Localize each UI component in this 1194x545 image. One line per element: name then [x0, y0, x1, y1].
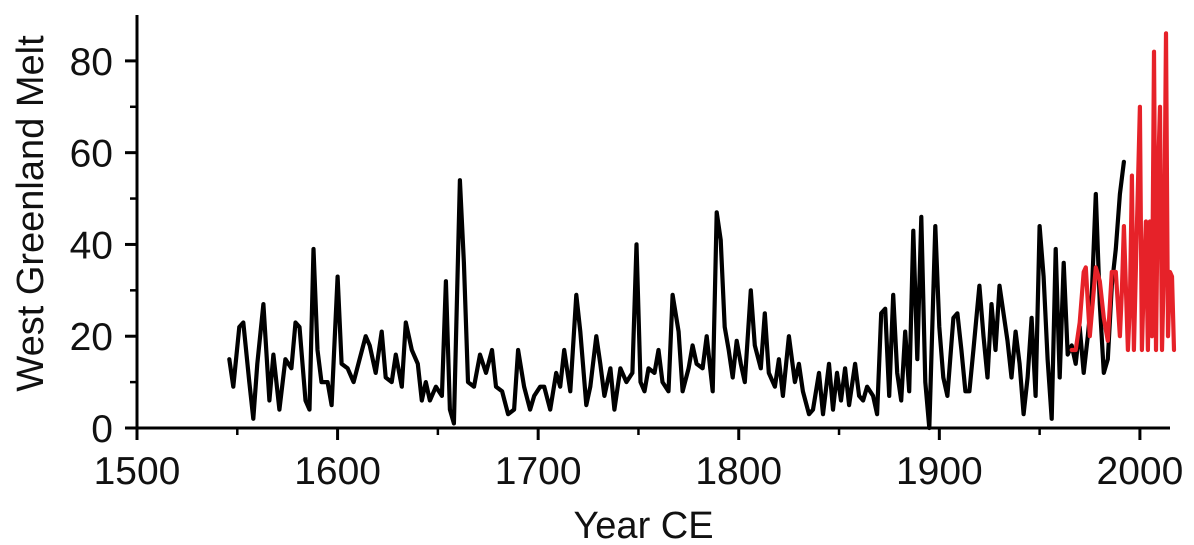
y-tick-label-20: 20: [70, 316, 113, 359]
x-tick-label-1600: 1600: [294, 450, 381, 493]
series-line-2: [1069, 31, 1177, 353]
y-tick-label-80: 80: [70, 41, 113, 84]
y-tick-label-40: 40: [70, 224, 113, 267]
series-line-1: [227, 159, 1126, 431]
tick-labels: 0 20 40 60 80 1500 1600 1700 1800 1900 2000: [70, 41, 1184, 493]
x-axis-title: Year CE: [573, 505, 713, 545]
tick-marks: [125, 59, 1142, 440]
axes: [135, 15, 1170, 430]
x-tick-label-1500: 1500: [94, 450, 181, 493]
x-tick-label-1900: 1900: [896, 450, 983, 493]
y-tick-label-0: 0: [91, 408, 113, 451]
x-tick-label-1700: 1700: [495, 450, 582, 493]
x-tick-label-2000: 2000: [1097, 450, 1184, 493]
y-tick-label-60: 60: [70, 133, 113, 176]
x-tick-label-1800: 1800: [695, 450, 782, 493]
y-axis-title: West Greenland Melt: [10, 35, 52, 392]
series-lines: [227, 31, 1177, 431]
